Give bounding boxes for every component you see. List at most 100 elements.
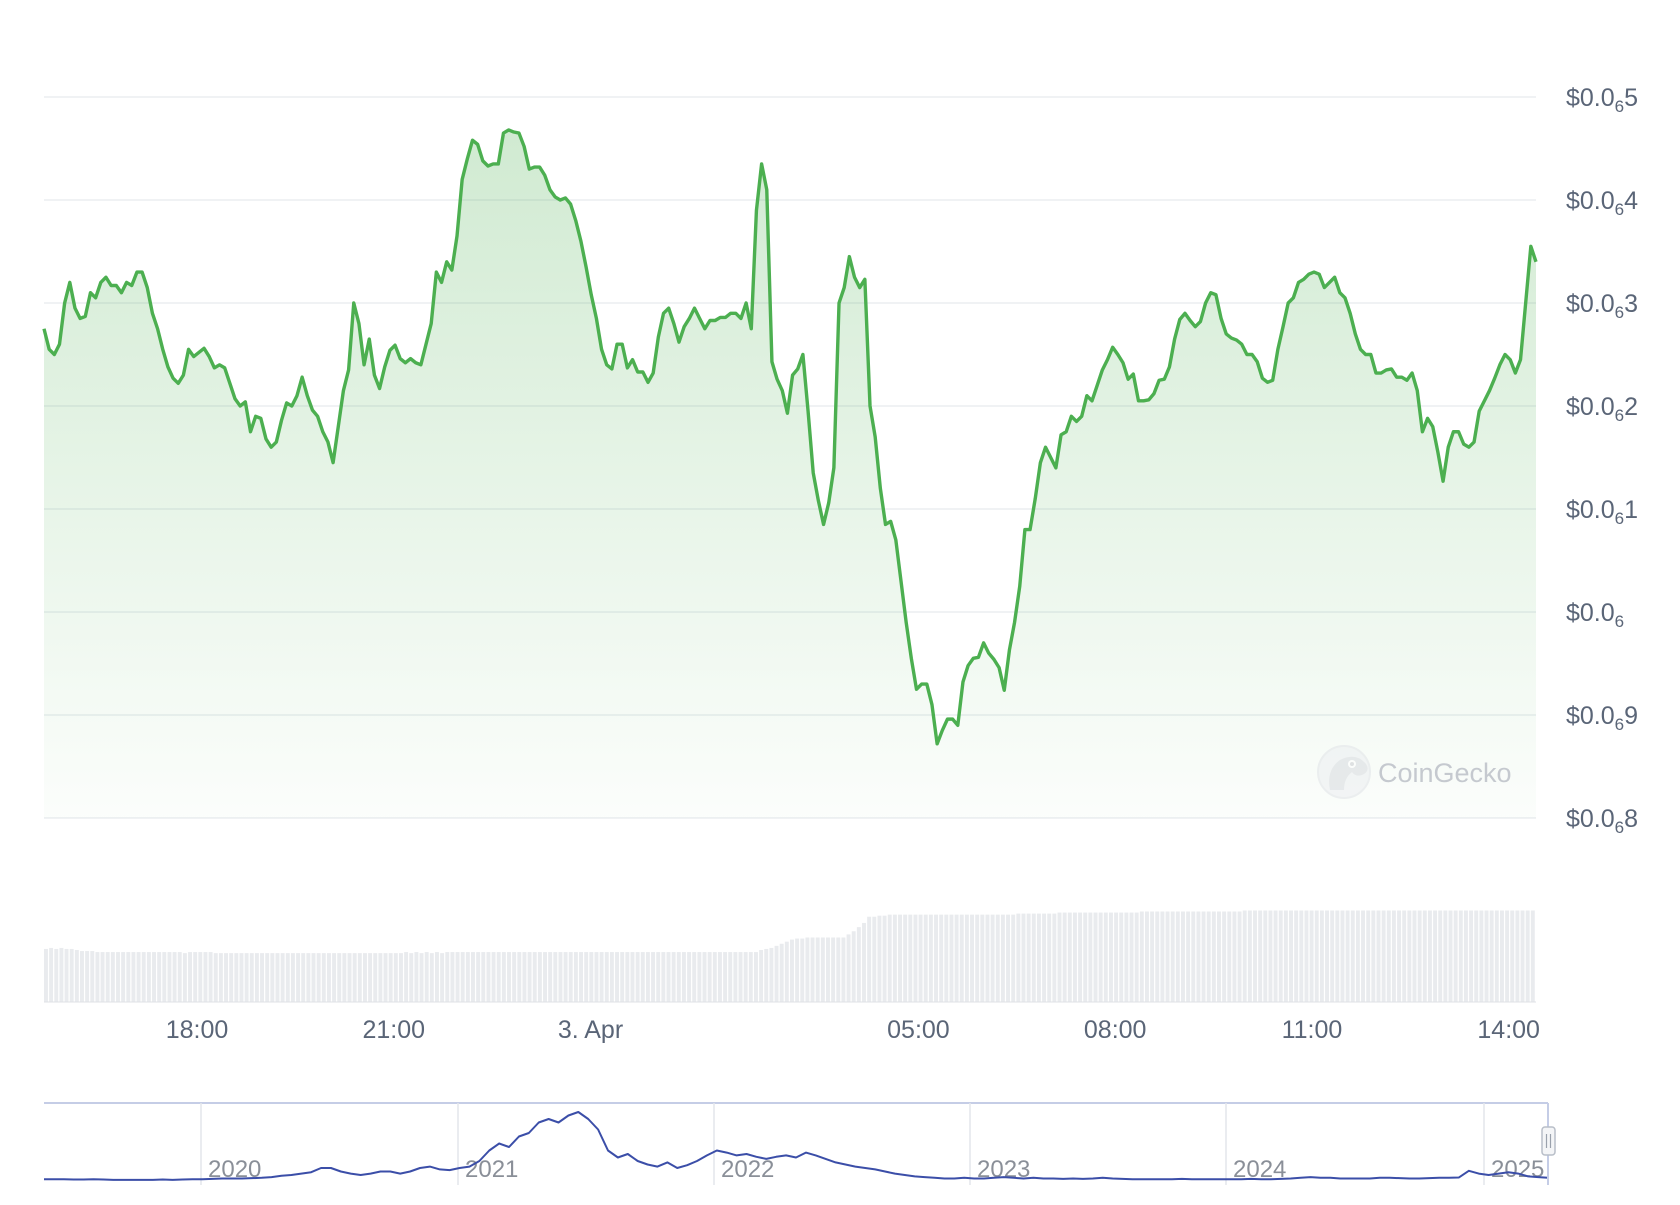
x-tick-label: 3. Apr: [558, 1016, 623, 1044]
volume-bar: [738, 952, 743, 1002]
volume-bar: [80, 951, 84, 1002]
volume-bar: [249, 953, 254, 1002]
volume-bar: [1119, 912, 1124, 1002]
volume-bar: [743, 952, 748, 1002]
volume-bar: [841, 937, 846, 1002]
volume-bar: [1453, 910, 1458, 1002]
volume-bar: [764, 948, 769, 1002]
volume-bar: [1330, 910, 1335, 1002]
volume-bar: [90, 951, 95, 1002]
volume-bar: [316, 953, 321, 1002]
y-tick-label: $0.061: [1566, 496, 1638, 528]
volume-bar: [44, 948, 48, 1002]
volume-bar: [1278, 910, 1283, 1002]
volume-bar: [208, 952, 213, 1002]
volume-bar: [1314, 910, 1319, 1002]
volume-bar: [1345, 910, 1350, 1002]
volume-bar: [471, 952, 475, 1002]
volume-bar: [748, 952, 753, 1002]
volume-bar: [620, 952, 625, 1002]
volume-bar: [218, 953, 223, 1002]
volume-bar: [1211, 911, 1216, 1002]
volume-bar: [285, 953, 290, 1002]
volume-bar: [357, 953, 362, 1002]
volume-bar: [872, 916, 877, 1002]
volume-bar: [954, 914, 959, 1002]
volume-bar: [1160, 911, 1165, 1002]
volume-bar: [450, 952, 455, 1002]
volume-bar: [486, 952, 491, 1002]
volume-bar: [1422, 910, 1427, 1002]
y-tick-label: $0.06: [1566, 599, 1624, 631]
x-tick-label: 18:00: [166, 1016, 229, 1044]
volume-bar: [388, 953, 393, 1002]
volume-bar: [573, 952, 578, 1002]
volume-bar: [1067, 912, 1072, 1002]
volume-bar: [975, 914, 980, 1002]
volume-bar: [404, 952, 409, 1002]
volume-bar: [1093, 912, 1098, 1002]
volume-bar: [1191, 911, 1196, 1002]
volume-bar: [54, 948, 59, 1002]
volume-bar: [1247, 910, 1252, 1002]
volume-bar: [260, 953, 265, 1002]
volume-bar: [1386, 910, 1391, 1002]
volume-bar: [167, 952, 172, 1002]
volume-bar: [1505, 910, 1510, 1002]
volume-bar: [532, 952, 537, 1002]
volume-bar: [141, 952, 146, 1002]
volume-bar: [522, 952, 527, 1002]
volume-bar: [1072, 912, 1077, 1002]
gecko-logo-icon: [1317, 745, 1371, 799]
volume-bar: [1520, 910, 1525, 1002]
volume-bar: [635, 952, 640, 1002]
volume-bar: [723, 952, 728, 1002]
y-tick-label: $0.068: [1566, 805, 1638, 837]
volume-bar: [1438, 910, 1443, 1002]
volume-bar: [887, 914, 892, 1002]
volume-bar: [373, 953, 378, 1002]
volume-bar: [172, 952, 177, 1002]
volume-bar: [579, 952, 583, 1002]
volume-bar: [419, 953, 424, 1002]
volume-bar: [105, 952, 110, 1002]
volume-bar: [131, 952, 136, 1002]
volume-bar: [481, 952, 486, 1002]
volume-bar: [923, 914, 928, 1002]
volume-bar: [496, 952, 501, 1002]
volume-bar: [378, 953, 383, 1002]
volume-bar: [779, 943, 784, 1002]
volume-bar: [59, 947, 64, 1002]
volume-bar: [640, 952, 645, 1002]
volume-bar: [1463, 910, 1468, 1002]
volume-bar: [687, 952, 692, 1002]
volume-bar: [1469, 910, 1474, 1002]
volume-bar: [1021, 913, 1026, 1002]
volume-bar: [347, 953, 352, 1002]
volume-bar: [368, 953, 373, 1002]
volume-bar: [1402, 910, 1407, 1002]
volume-bar: [121, 952, 126, 1002]
volume-bar: [398, 953, 403, 1002]
volume-bar: [1088, 912, 1093, 1002]
volume-bar: [146, 952, 151, 1002]
volume-bar: [795, 938, 800, 1002]
navigator-handle[interactable]: [1541, 1126, 1556, 1156]
navigator[interactable]: 2020 2021 2022 2023 2024 2025: [44, 1102, 1556, 1185]
volume-bar: [1057, 912, 1062, 1002]
volume-bar: [491, 952, 496, 1002]
volume-bar: [306, 953, 311, 1002]
volume-bar: [1407, 910, 1412, 1002]
volume-bar: [851, 931, 856, 1002]
navigator-line: [44, 1111, 1549, 1181]
volume-bar: [790, 939, 794, 1002]
volume-bar: [1530, 910, 1535, 1002]
volume-bar: [651, 952, 656, 1002]
price-line[interactable]: [42, 128, 1538, 746]
volume-bar: [239, 953, 244, 1002]
volume-bar: [733, 952, 738, 1002]
volume-bar: [1515, 910, 1520, 1002]
volume-bar: [1150, 911, 1155, 1002]
volume-bar: [867, 916, 872, 1002]
